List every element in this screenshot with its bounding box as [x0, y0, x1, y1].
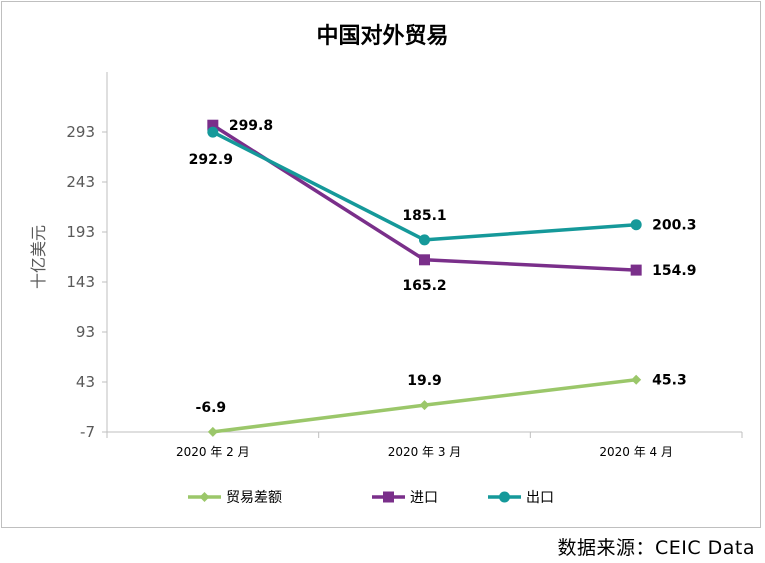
chart-title: 中国对外贸易 [316, 24, 449, 49]
x-tick-label: 2020 年 2 月 [176, 445, 250, 459]
data-point [207, 426, 218, 437]
chart-frame [1, 1, 761, 528]
data-label: 185.1 [402, 208, 446, 224]
source-note: 数据来源：CEIC Data [557, 537, 755, 559]
y-tick-label: 143 [66, 273, 95, 291]
data-point [419, 400, 430, 411]
data-label: 200.3 [652, 218, 696, 234]
data-point [207, 126, 219, 138]
data-point [207, 119, 219, 131]
data-label: 299.8 [229, 118, 273, 134]
x-tick-label: 2020 年 3 月 [388, 445, 462, 459]
data-point [630, 219, 642, 231]
y-tick-label: -7 [80, 423, 95, 441]
data-label: 292.9 [189, 152, 233, 168]
data-point [419, 234, 430, 246]
y-tick-label: 193 [66, 223, 95, 241]
legend-label: 出口 [526, 490, 554, 506]
data-label: 45.3 [652, 373, 687, 389]
data-label: -6.9 [196, 400, 227, 416]
legend-marker [383, 491, 394, 503]
y-tick-label: 93 [76, 323, 95, 341]
y-tick-label: 243 [66, 173, 95, 191]
y-axis-label: 十亿美元 [29, 225, 48, 289]
x-tick-label: 2020 年 4 月 [599, 445, 673, 459]
legend-marker [499, 491, 510, 503]
legend-label: 进口 [410, 490, 438, 506]
data-point [630, 264, 642, 276]
data-point [631, 374, 642, 385]
y-tick-label: 293 [66, 123, 95, 141]
legend-label: 贸易差额 [226, 490, 282, 506]
y-tick-label: 43 [76, 373, 95, 391]
series-line-1 [211, 123, 638, 272]
data-label: 19.9 [407, 373, 442, 389]
data-label: 154.9 [652, 263, 696, 279]
legend-marker [199, 492, 210, 502]
data-point [419, 254, 430, 266]
data-label: 165.2 [402, 278, 446, 294]
